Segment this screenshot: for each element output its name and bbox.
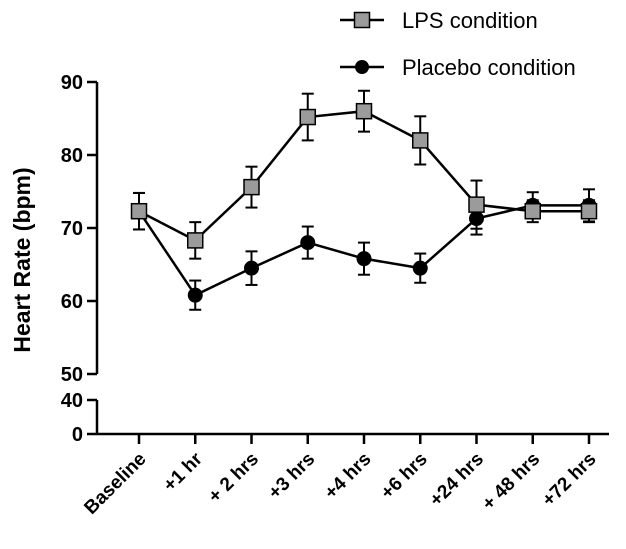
x-tick-label: + 48 hrs	[478, 449, 544, 515]
data-point-square	[524, 202, 541, 220]
data-point-circle	[187, 287, 203, 303]
series-layer	[130, 89, 598, 311]
data-point-square	[355, 102, 373, 120]
data-point-square	[299, 108, 316, 126]
y-axis-label: Heart Rate (bpm)	[9, 167, 35, 352]
data-point-square	[580, 202, 598, 220]
x-tick-label: +6 hrs	[377, 449, 432, 504]
y-tick-label: 60	[61, 291, 83, 313]
error-bars	[133, 89, 595, 311]
y-tick-label: 80	[61, 145, 83, 167]
legend: LPS condition Placebo condition	[340, 8, 576, 80]
data-point-circle	[469, 211, 484, 227]
series-markers	[130, 102, 598, 303]
data-point-square	[187, 232, 204, 249]
y-tick-label: 90	[61, 72, 83, 94]
y-tick-label: 70	[61, 218, 83, 240]
y-tick-label: 0	[72, 424, 83, 446]
data-point-square	[412, 132, 429, 149]
data-point-circle	[244, 260, 259, 276]
y-tick-label: 50	[61, 364, 83, 386]
data-point-square	[468, 196, 485, 213]
x-tick-label: +72 hrs	[538, 449, 600, 511]
x-tick-label: +4 hrs	[321, 449, 376, 504]
x-tick-label: +3 hrs	[264, 449, 319, 504]
data-point-square	[130, 202, 148, 220]
data-point-circle	[356, 251, 372, 267]
data-point-circle	[412, 260, 428, 276]
x-tick-label: + 2 hrs	[204, 449, 263, 508]
x-tick-label: Baseline	[80, 449, 150, 519]
legend-marker-square	[353, 11, 371, 29]
legend-marker-circle	[355, 60, 369, 74]
legend-label: Placebo condition	[402, 55, 576, 80]
data-point-square	[243, 178, 260, 196]
y-tick-label: 40	[61, 390, 83, 412]
x-tick-label: +1 hr	[159, 448, 207, 496]
legend-label: LPS condition	[402, 8, 538, 33]
data-point-circle	[300, 235, 316, 251]
